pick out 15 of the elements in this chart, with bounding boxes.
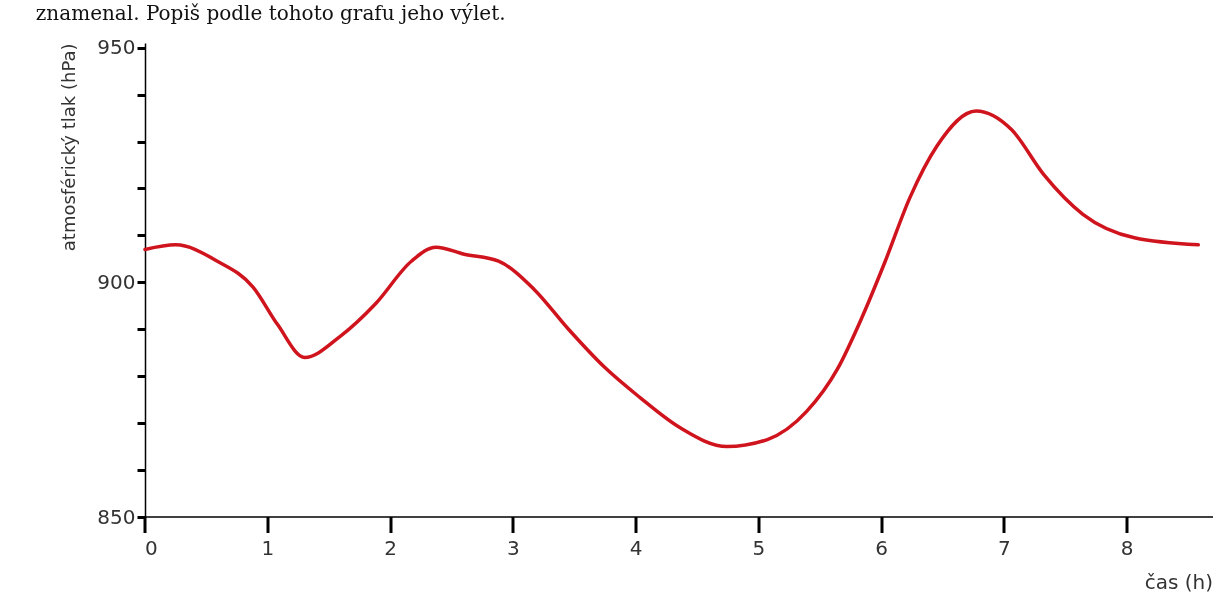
x-tick-label: 6 <box>875 536 888 560</box>
x-tick-label: 2 <box>384 536 397 560</box>
x-tick-label: 1 <box>261 536 275 560</box>
x-axis-title: čas (h) <box>1144 570 1213 594</box>
x-tick-label: 7 <box>997 536 1011 560</box>
text: znamenal. Popiš podle tohoto grafu jeho výlet. <box>35 0 506 25</box>
y-axis-title: atmosférický tlak (hPa) <box>58 43 80 252</box>
x-tick-label: 3 <box>506 536 520 560</box>
y-tick-label: 950 <box>97 35 136 60</box>
x-tick-label: 5 <box>752 536 766 560</box>
y-tick-label: 850 <box>97 504 136 529</box>
y-tick-label: 900 <box>97 269 136 294</box>
x-tick-label: 8 <box>1120 536 1134 560</box>
x-tick-label: 4 <box>629 536 643 560</box>
x-tick-label: 0 <box>145 536 158 560</box>
